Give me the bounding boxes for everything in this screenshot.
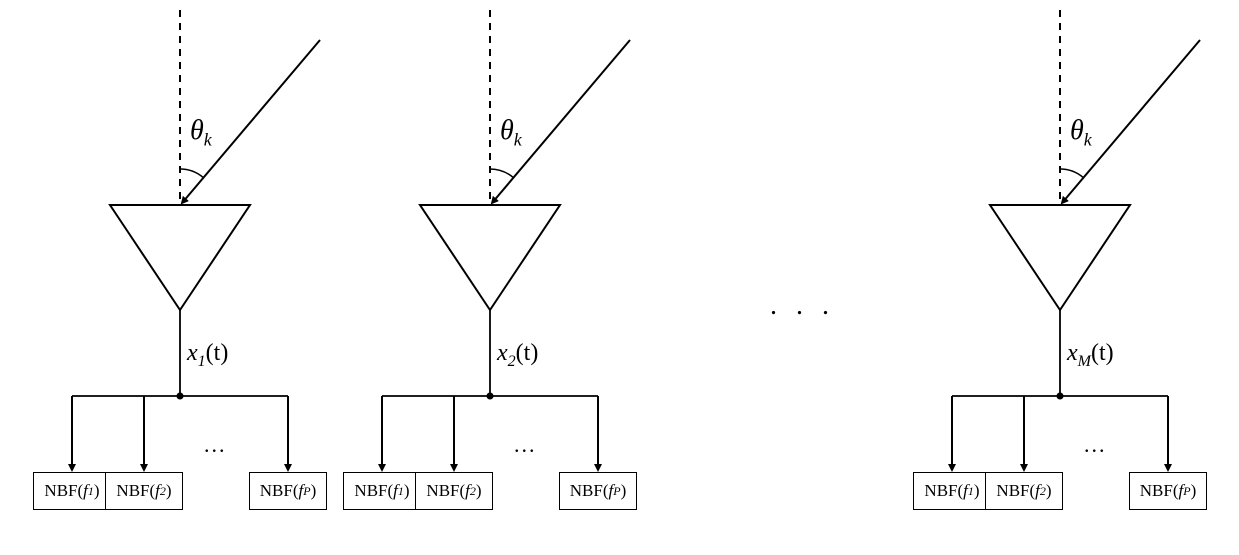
nbf-box: NBF(fP)	[1129, 472, 1207, 510]
antenna-ellipsis: . . .	[770, 290, 835, 322]
nbf-suffix: )	[404, 481, 410, 501]
signal-var: x	[497, 340, 508, 366]
signal-label: xM(t)	[1067, 340, 1114, 371]
nbf-prefix: NBF(	[1140, 481, 1179, 501]
nbf-suffix: )	[476, 481, 482, 501]
signal-var: x	[187, 340, 198, 366]
theta-label: θk	[500, 115, 522, 151]
theta-symbol: θ	[1070, 115, 1084, 146]
signal-suffix: (t)	[206, 340, 229, 366]
nbf-box: NBF(fP)	[559, 472, 637, 510]
theta-subscript: k	[1084, 130, 1092, 150]
nbf-prefix: NBF(	[924, 481, 963, 501]
nbf-box: NBF(f1)	[343, 472, 421, 510]
signal-label: x2(t)	[497, 340, 538, 371]
signal-suffix: (t)	[516, 340, 539, 366]
nbf-subscript: P	[1183, 484, 1190, 499]
theta-label: θk	[1070, 115, 1092, 151]
signal-suffix: (t)	[1091, 340, 1114, 366]
nbf-suffix: )	[1046, 481, 1052, 501]
nbf-subscript: P	[613, 484, 620, 499]
theta-symbol: θ	[500, 115, 514, 146]
nbf-prefix: NBF(	[116, 481, 155, 501]
branch-ellipsis: ...	[1084, 432, 1107, 458]
theta-subscript: k	[204, 130, 212, 150]
nbf-prefix: NBF(	[260, 481, 299, 501]
signal-subscript: M	[1078, 353, 1091, 370]
signal-label: x1(t)	[187, 340, 228, 371]
nbf-box: NBF(f2)	[105, 472, 183, 510]
nbf-box: NBF(fP)	[249, 472, 327, 510]
branch-ellipsis: ...	[514, 432, 537, 458]
nbf-subscript: P	[303, 484, 310, 499]
nbf-box: NBF(f1)	[913, 472, 991, 510]
nbf-suffix: )	[311, 481, 317, 501]
signal-subscript: 2	[508, 353, 516, 370]
nbf-box: NBF(f2)	[415, 472, 493, 510]
theta-label: θk	[190, 115, 212, 151]
nbf-prefix: NBF(	[354, 481, 393, 501]
nbf-prefix: NBF(	[570, 481, 609, 501]
nbf-suffix: )	[94, 481, 100, 501]
theta-symbol: θ	[190, 115, 204, 146]
nbf-suffix: )	[166, 481, 172, 501]
nbf-suffix: )	[974, 481, 980, 501]
theta-subscript: k	[514, 130, 522, 150]
nbf-prefix: NBF(	[426, 481, 465, 501]
nbf-box: NBF(f2)	[985, 472, 1063, 510]
nbf-prefix: NBF(	[996, 481, 1035, 501]
signal-subscript: 1	[198, 353, 206, 370]
branch-ellipsis: ...	[204, 432, 227, 458]
nbf-prefix: NBF(	[44, 481, 83, 501]
nbf-suffix: )	[1191, 481, 1197, 501]
nbf-box: NBF(f1)	[33, 472, 111, 510]
nbf-suffix: )	[621, 481, 627, 501]
signal-var: x	[1067, 340, 1078, 366]
